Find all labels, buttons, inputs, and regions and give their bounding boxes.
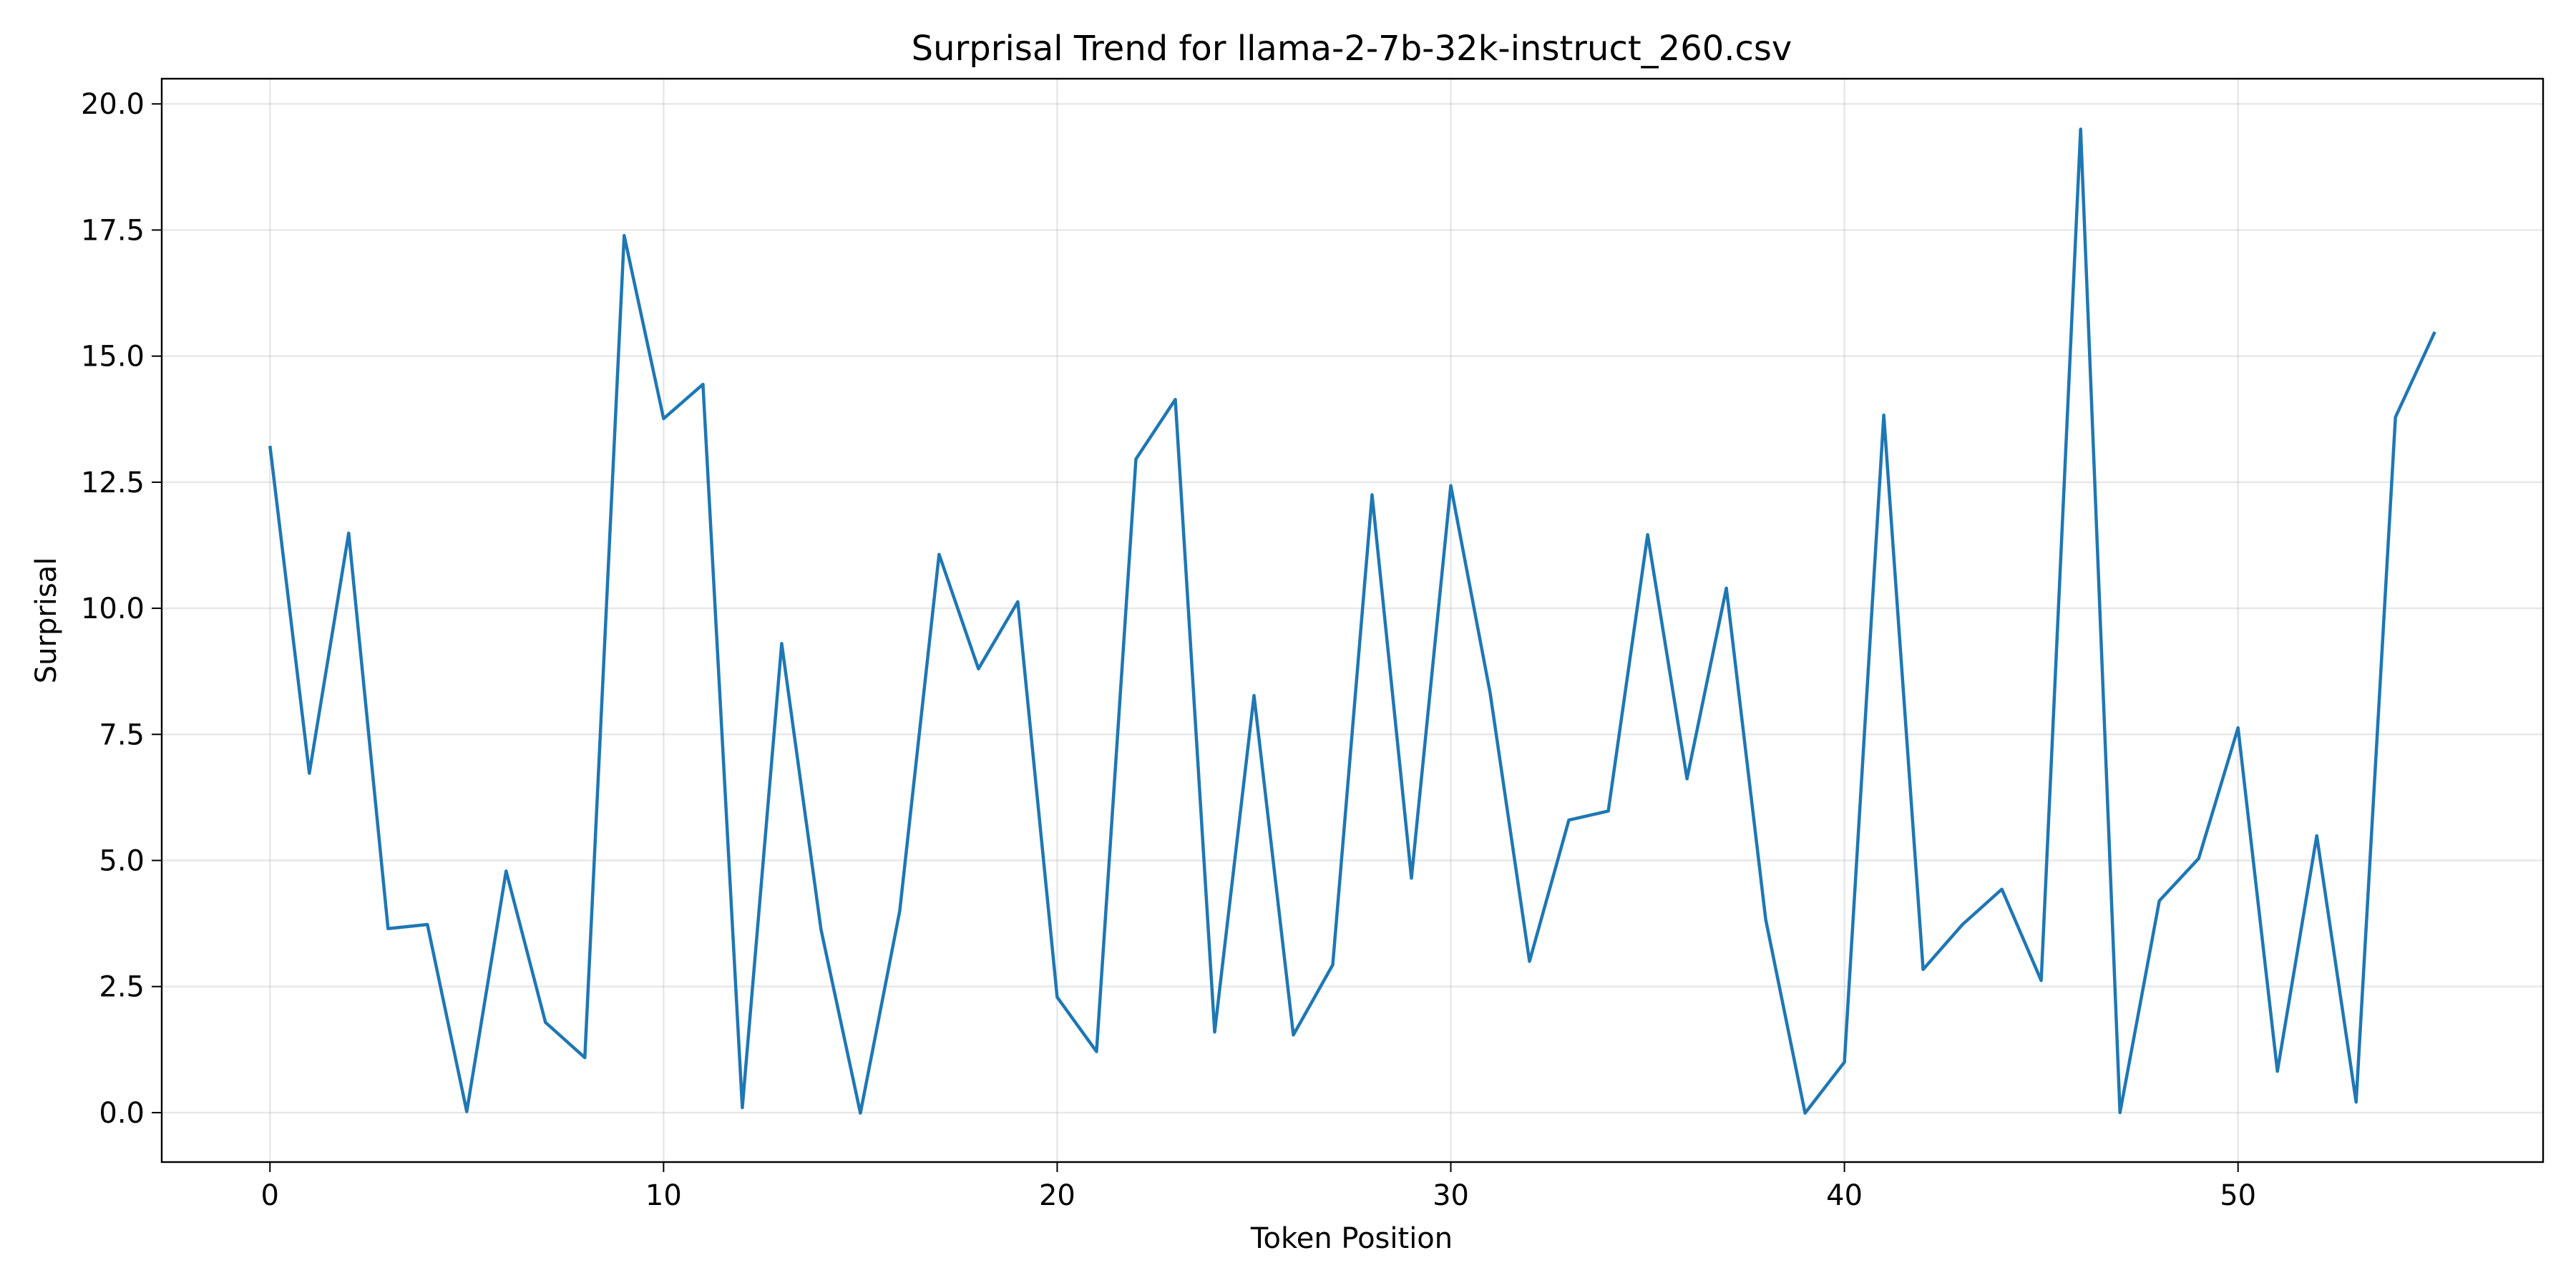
y-axis-label: Surprisal <box>30 557 63 684</box>
y-axis: 0.0 2.5 5.0 7.5 10.0 12.5 15.0 17.5 20.0 <box>81 88 162 1130</box>
series-group <box>268 127 2436 1115</box>
x-tick-label: 10 <box>645 1179 682 1212</box>
grid <box>162 79 2543 1162</box>
y-tick-label: 12.5 <box>81 467 145 499</box>
x-tick-label: 20 <box>1039 1179 1075 1212</box>
x-tick-label: 30 <box>1433 1179 1469 1212</box>
x-tick-label: 40 <box>1826 1179 1863 1212</box>
y-tick-label: 10.0 <box>81 592 145 625</box>
x-tick-label: 0 <box>261 1179 279 1212</box>
y-tick-label: 0.0 <box>99 1097 145 1130</box>
y-tick-label: 2.5 <box>99 971 145 1004</box>
y-tick-label: 5.0 <box>99 845 145 878</box>
x-axis: 0 10 20 30 40 50 <box>261 1162 2256 1212</box>
x-tick-label: 50 <box>2220 1179 2256 1212</box>
y-tick-label: 7.5 <box>99 718 145 751</box>
y-tick-label: 15.0 <box>81 341 145 374</box>
plot-frame <box>160 77 2545 1163</box>
y-tick-label: 17.5 <box>81 214 145 247</box>
surprisal-series-line <box>268 127 2436 1115</box>
chart-title: Surprisal Trend for llama-2-7b-32k-instr… <box>912 29 1792 69</box>
y-tick-label: 20.0 <box>81 88 145 121</box>
x-axis-label: Token Position <box>1250 1222 1453 1255</box>
